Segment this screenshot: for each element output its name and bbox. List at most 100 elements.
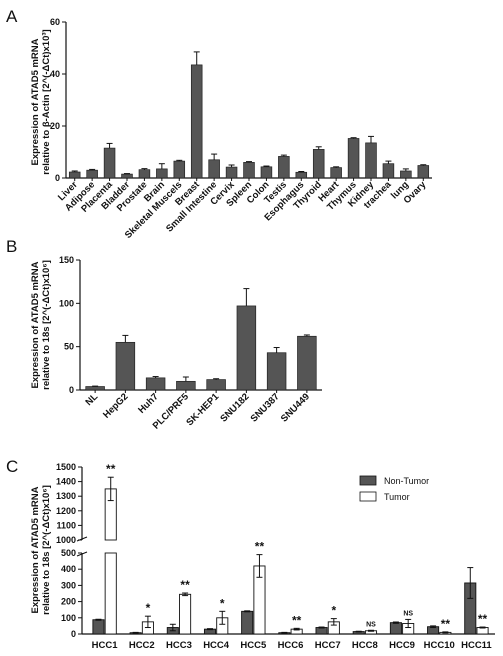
panel-c-category-label: HCC3 <box>166 640 192 651</box>
panel-b-category-label: SNU449 <box>279 391 312 424</box>
panel-a-bar <box>208 159 220 179</box>
panel-c-category-label: HCC10 <box>424 640 455 651</box>
panel-c-ylabel-line1: Expression of ATAD5 mRNA <box>30 486 41 613</box>
panel-c-y-tick-label: 500 <box>61 548 76 558</box>
panel-b-category-label: SNU387 <box>249 391 282 424</box>
panel-a-bar <box>86 169 98 179</box>
panel-b-bar <box>236 305 257 391</box>
panel-a-letter: A <box>6 7 18 26</box>
panel-c-y-tick-label: 300 <box>61 580 76 590</box>
panel-c-category-label: HCC4 <box>203 640 230 651</box>
panel-c-significance-label: NS <box>366 621 376 628</box>
panel-c-y-tick-label: 1100 <box>56 520 76 530</box>
panel-c-significance-label: ** <box>106 462 116 476</box>
panel-b: B Expression of ATAD5 mRNA relative to 1… <box>6 237 322 432</box>
panel-c-significance-label: NS <box>403 610 413 617</box>
panel-a-y-tick-label: 20 <box>50 121 60 131</box>
panel-b-bar <box>266 352 287 391</box>
panel-c-non-tumor-bar <box>241 610 254 635</box>
panel-c-category-label: HCC7 <box>315 640 341 651</box>
panel-a-bar <box>121 173 133 179</box>
panel-c: C Expression of ATAD5 mRNA relative to 1… <box>6 457 495 651</box>
panel-b-bar <box>115 341 136 391</box>
panel-a-bar <box>138 169 151 179</box>
panel-a-bar <box>243 162 255 179</box>
panel-c-non-tumor-bar <box>92 619 105 635</box>
panel-c-significance-label: * <box>146 601 151 615</box>
panel-a-bar <box>190 64 203 179</box>
panel-b-y-tick-label: 150 <box>59 255 74 265</box>
panel-a-bar <box>173 160 186 179</box>
panel-a-bar <box>68 171 81 179</box>
legend-label-non-tumor: Non-Tumor <box>384 476 429 486</box>
panel-c-category-label: HCC5 <box>240 640 267 651</box>
panel-c-significance-label: * <box>331 604 336 618</box>
legend-label-tumor: Tumor <box>384 492 410 502</box>
panel-c-y-tick-label: 1500 <box>56 462 76 472</box>
panel-c-y-tick-label: 0 <box>71 629 76 639</box>
panel-a-y-tick-label: 40 <box>50 69 60 79</box>
panel-c-significance-label: ** <box>292 613 302 627</box>
panel-b-y-tick-label: 100 <box>59 298 74 308</box>
panel-c-y-tick-label: 1200 <box>56 506 76 516</box>
panel-b-category-label: HepG2 <box>101 391 130 420</box>
panel-b-category-label: Huh7 <box>136 391 161 416</box>
panel-a-bar <box>330 167 342 179</box>
panel-b-bar <box>206 379 226 391</box>
panel-c-letter: C <box>6 457 18 476</box>
panel-c-significance-label: * <box>220 596 225 610</box>
panel-a-ylabel-line1: Expression of ATAD5 mRNA <box>30 38 41 165</box>
panel-a-bar <box>295 171 308 179</box>
panel-c-y-tick-label: 1400 <box>56 477 76 487</box>
panel-b-bar <box>297 335 317 391</box>
panel-a-ylabel-line2: relative to β-Actin [2^(-ΔCt)x10³] <box>41 29 52 174</box>
panel-a-bar <box>382 163 395 179</box>
panel-c-category-label: HCC2 <box>129 640 155 651</box>
panel-c-y-tick-label: 400 <box>61 564 76 574</box>
panel-a-bar <box>103 147 116 179</box>
panel-a-bar <box>278 156 290 179</box>
panel-c-tumor-bar-lower-part <box>104 552 117 635</box>
panel-b-y-tick-label: 0 <box>69 385 74 395</box>
panel-b-category-label: SNU182 <box>218 391 251 424</box>
panel-a-bar <box>417 165 430 179</box>
panel-c-y-tick-label: 100 <box>61 613 76 623</box>
panel-b-letter: B <box>6 237 17 256</box>
panel-a-bar <box>260 166 273 179</box>
panel-b-ylabel-line2: relative to 18s [2^(-ΔCt)x10⁶] <box>41 260 52 390</box>
panel-c-category-label: HCC9 <box>389 640 415 651</box>
panel-c-category-label: HCC11 <box>461 640 492 651</box>
panel-b-category-label: SK-HEP1 <box>184 391 221 428</box>
legend: Non-Tumor Tumor <box>359 475 429 502</box>
panel-c-tumor-bar <box>179 593 192 635</box>
panel-c-y-tick-label: 200 <box>61 597 76 607</box>
panel-c-y-tick-label: 1300 <box>56 491 76 501</box>
panel-a: A Expression of ATAD5 mRNA relative to β… <box>6 7 432 241</box>
legend-swatch-non-tumor <box>359 475 377 486</box>
panel-b-bar <box>176 380 196 391</box>
panel-a-y-tick-label: 0 <box>55 173 60 183</box>
panel-c-axis-break-mark <box>76 551 88 557</box>
panel-b-bar <box>145 377 166 391</box>
panel-b-bar <box>85 386 105 391</box>
panel-a-plot: 0204060LiverAdiposePlacentaBladderProsta… <box>50 17 432 241</box>
panel-c-category-label: HCC8 <box>352 640 378 651</box>
panel-c-plot: 1000 1100 1200 1300 1400 1500 0 100 200 300 400 500… <box>56 462 495 651</box>
panel-a-bar <box>365 142 377 179</box>
panel-b-ylabel-line1: Expression of ATAD5 mRNA <box>30 261 41 388</box>
panel-c-significance-label: ** <box>180 578 190 592</box>
panel-c-non-tumor-bar <box>389 622 402 635</box>
panel-b-category-label: NL <box>84 391 101 408</box>
panel-c-category-label: HCC6 <box>278 640 304 651</box>
legend-swatch-tumor <box>359 491 377 502</box>
panel-a-y-tick-label: 60 <box>50 17 60 27</box>
panel-a-bar <box>156 168 168 179</box>
panel-c-significance-label: ** <box>255 540 265 554</box>
panel-b-y-tick-label: 50 <box>64 342 74 352</box>
panel-c-significance-label: ** <box>441 617 451 631</box>
panel-c-y-tick-label: 1000 <box>56 535 76 545</box>
panel-c-significance-label: ** <box>478 612 488 626</box>
panel-c-category-label: HCC1 <box>92 640 119 651</box>
